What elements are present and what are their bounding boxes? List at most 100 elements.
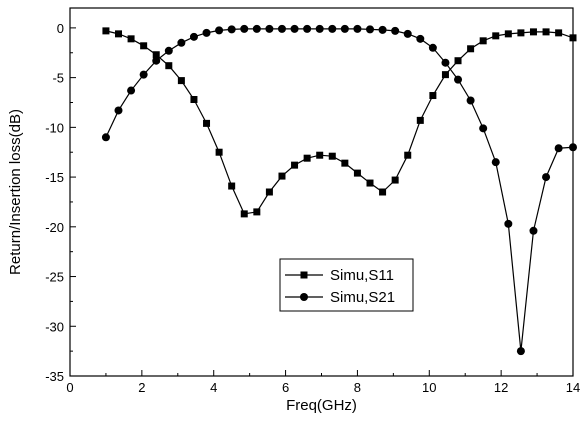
s21-point	[378, 25, 387, 34]
s11-point	[102, 27, 110, 35]
y-tick-label: -20	[45, 220, 64, 235]
s21-point	[403, 29, 412, 38]
s11-point	[240, 210, 248, 218]
s21-point	[277, 24, 286, 33]
s21-point	[215, 26, 224, 35]
x-axis-label: Freq(GHz)	[286, 397, 357, 414]
s11-point	[190, 96, 198, 104]
x-tick-label: 0	[66, 380, 73, 395]
s21-point	[340, 24, 349, 33]
s21-point	[441, 58, 450, 67]
s11-point	[492, 32, 500, 40]
s11-point	[517, 29, 525, 37]
x-tick-label: 4	[210, 380, 217, 395]
s11-point	[353, 169, 361, 177]
s11-point	[441, 71, 449, 79]
s11-point	[416, 116, 424, 124]
s11-point	[165, 62, 173, 70]
s21-point	[114, 106, 123, 115]
s11-point	[454, 57, 462, 65]
s21-point	[315, 24, 324, 33]
s11-point	[253, 208, 261, 216]
s11-point	[542, 28, 550, 36]
s21-point	[164, 46, 173, 55]
s21-point	[353, 24, 362, 33]
y-tick-label: -15	[45, 170, 64, 185]
y-axis-label: Return/Insertion loss(dB)	[7, 109, 24, 275]
s21-point	[202, 28, 211, 37]
s21-point	[101, 133, 110, 142]
s21-point	[152, 56, 161, 65]
s11-point	[366, 179, 374, 187]
s11-point	[504, 30, 512, 38]
s21-point	[569, 143, 577, 152]
s11-point	[115, 30, 123, 38]
s11-point	[529, 28, 537, 36]
s21-point	[252, 24, 261, 33]
legend-label-s21: Simu,S21	[330, 289, 395, 306]
s11-point	[203, 119, 211, 127]
x-tick-label: 8	[354, 380, 361, 395]
s11-point	[404, 151, 412, 159]
s21-point	[328, 24, 337, 33]
s21-point	[227, 25, 236, 34]
legend: Simu,S11 Simu,S21	[279, 258, 414, 312]
s21-point	[391, 26, 400, 35]
s11-point	[152, 51, 160, 59]
s11-point	[140, 42, 148, 50]
s21-point	[303, 24, 312, 33]
s11-point	[569, 34, 577, 42]
legend-swatch-circle	[300, 293, 308, 301]
s11-point	[391, 176, 399, 184]
s11-point	[127, 35, 135, 43]
x-tick-label: 10	[422, 380, 436, 395]
s11-point	[479, 37, 487, 45]
s11-point	[278, 172, 286, 180]
s21-point	[466, 96, 475, 105]
x-tick-label: 2	[138, 380, 145, 395]
s11-point	[467, 45, 475, 53]
s21-point	[428, 43, 437, 52]
s11-point	[316, 151, 324, 159]
s11-point	[215, 148, 223, 156]
y-tick-label: -5	[52, 71, 64, 86]
series-line-s11	[105, 30, 574, 215]
s11-point	[291, 161, 299, 169]
s21-point	[542, 173, 551, 182]
y-tick-label: 0	[57, 21, 64, 36]
s11-point	[429, 92, 437, 100]
s11-point	[303, 154, 311, 162]
y-tick-label: -35	[45, 369, 64, 384]
s11-point	[265, 188, 273, 196]
s21-point	[516, 347, 525, 356]
s21-point	[454, 75, 463, 84]
s21-point	[189, 32, 198, 41]
plot-area: 0 2 4 6 8 10 12 14 0 -5 -10 -15 -20 -25 -30 -35	[45, 7, 580, 395]
s11-point	[555, 29, 563, 37]
s21-point	[504, 219, 513, 228]
x-tick-label: 6	[282, 380, 289, 395]
s21-point	[127, 86, 136, 95]
s11-point	[228, 182, 236, 190]
legend-label-s11: Simu,S11	[330, 267, 394, 284]
y-tick-label: -25	[45, 270, 64, 285]
s11-point	[341, 159, 349, 167]
s21-point	[240, 24, 249, 33]
s21-point	[290, 24, 299, 33]
x-tick-label: 14	[566, 380, 580, 395]
s21-point	[554, 144, 563, 153]
s11-point	[379, 188, 387, 196]
s11-point	[328, 152, 336, 160]
y-tick-label: -10	[45, 120, 64, 135]
s21-point	[529, 226, 538, 235]
y-tick-label: -30	[45, 319, 64, 334]
plot-frame	[69, 7, 574, 377]
s21-point	[416, 34, 425, 43]
s21-point	[265, 24, 274, 33]
x-tick-label: 12	[494, 380, 508, 395]
s21-point	[366, 25, 375, 34]
legend-box	[279, 258, 414, 312]
s11-point	[177, 77, 185, 85]
s21-point	[491, 158, 500, 167]
